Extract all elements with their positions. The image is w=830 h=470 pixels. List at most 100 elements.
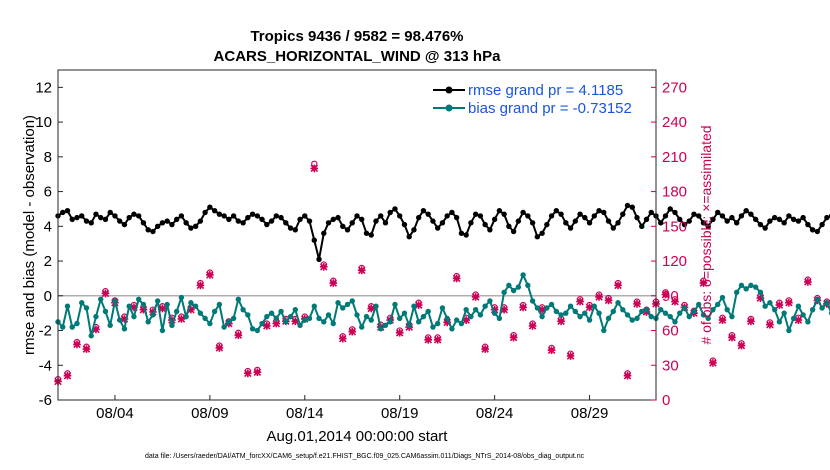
bias-point: [515, 284, 522, 290]
bias-point: [757, 289, 764, 296]
bias-point: [819, 305, 825, 311]
x-tick-label: 08/19: [381, 405, 419, 422]
bias-point: [487, 298, 493, 304]
left-y-axis: -6 -4 -2 0 2 4 6 8 10 12: [35, 79, 63, 409]
rmse-point: [102, 216, 109, 223]
bias-point: [349, 298, 355, 304]
bias-point: [164, 301, 170, 308]
obs-assimilated-point: [63, 371, 72, 380]
rmse-point: [169, 221, 175, 228]
rmse-point: [762, 225, 768, 231]
bias-point: [401, 310, 408, 316]
bias-point: [762, 303, 768, 309]
bias-point: [140, 301, 147, 308]
rmse-point: [482, 221, 488, 228]
rmse-point: [60, 209, 66, 216]
obs-assimilated-point: [462, 316, 470, 324]
obs-assimilated-point: [92, 325, 100, 334]
rmse-series-layer: [55, 202, 830, 263]
rmse-point: [586, 220, 593, 226]
rmse-point: [197, 218, 204, 224]
obs-assimilated-point: [357, 266, 366, 275]
rmse-point: [363, 230, 370, 236]
bias-point: [311, 303, 317, 309]
bias-point: [629, 317, 635, 323]
rmse-point: [107, 209, 113, 216]
bias-point: [572, 308, 579, 315]
rmse-point: [325, 220, 332, 226]
rmse-point: [74, 214, 80, 221]
bias-point: [373, 303, 379, 309]
rmse-point: [634, 214, 640, 221]
rmse-point: [249, 211, 256, 217]
rmse-point: [615, 220, 621, 226]
rmse-point: [520, 209, 526, 216]
rmse-point: [458, 230, 465, 236]
data-file-footnote: data file: /Users/raeder/DAI/ATM_forcXX/…: [145, 453, 585, 460]
obs-assimilated-point: [206, 271, 214, 279]
bias-point: [767, 300, 773, 306]
bias-point: [539, 313, 545, 320]
rmse-point: [287, 225, 294, 231]
obs-assimilated-point: [73, 340, 81, 349]
y-tick-label: 10: [35, 114, 52, 131]
y-tick-label: 4: [44, 218, 52, 235]
bias-point: [197, 310, 204, 316]
rmse-point: [188, 225, 194, 231]
rmse-point: [757, 221, 764, 228]
obs-assimilated-point: [804, 278, 812, 286]
bias-point: [368, 317, 374, 323]
rmse-point: [563, 220, 569, 226]
obs-assimilated-point: [785, 298, 793, 307]
obs-assimilated-point: [367, 304, 376, 313]
bias-point: [667, 313, 673, 320]
rmse-point: [420, 207, 427, 214]
bias-point: [710, 306, 716, 313]
rmse-point: [610, 225, 616, 231]
bias-point: [752, 284, 759, 290]
bias-point: [145, 319, 151, 325]
obs-assimilated-point: [424, 335, 433, 344]
bias-point: [463, 306, 469, 313]
obs-assimilated-point: [443, 318, 452, 327]
bias-point: [591, 303, 598, 309]
rmse-point: [430, 218, 436, 224]
obs-assimilated-point: [187, 305, 195, 314]
rmse-point: [150, 228, 156, 235]
bias-point: [795, 303, 802, 309]
bias-point: [116, 317, 123, 323]
bias-point: [658, 306, 664, 313]
bias-point: [686, 313, 692, 320]
rmse-point: [714, 209, 721, 216]
rmse-point: [273, 213, 280, 219]
obs-assimilated-point: [291, 317, 300, 326]
bias-point: [681, 305, 688, 311]
y-tick-label: 12: [35, 79, 52, 96]
rmse-point: [121, 221, 128, 228]
rmse-point: [382, 220, 389, 226]
rmse-point: [667, 206, 673, 212]
rmse-point: [463, 232, 469, 238]
rmse-point: [525, 213, 531, 219]
obs-assimilated-point: [452, 274, 461, 283]
rmse-point: [729, 214, 735, 221]
bias-point: [102, 308, 109, 315]
bias-point: [150, 312, 156, 318]
obs-assimilated-point: [319, 263, 328, 271]
bias-point: [634, 315, 640, 322]
bias-point: [135, 296, 142, 302]
bias-point: [325, 312, 332, 318]
rmse-point: [401, 221, 408, 228]
obs-assimilated-point: [756, 294, 765, 302]
bias-point: [743, 286, 749, 292]
bias-point: [359, 324, 365, 330]
bias-point: [79, 300, 85, 306]
y2-tick-label: 60: [662, 323, 679, 340]
bias-point: [188, 300, 194, 306]
bias-point: [596, 310, 602, 316]
bias-point: [468, 313, 474, 320]
obs-assimilated-point: [528, 322, 537, 330]
rmse-point: [164, 218, 170, 224]
chart-title-line-1: Tropics 9436 / 9582 = 98.476%: [250, 28, 463, 45]
bias-point: [88, 333, 94, 339]
